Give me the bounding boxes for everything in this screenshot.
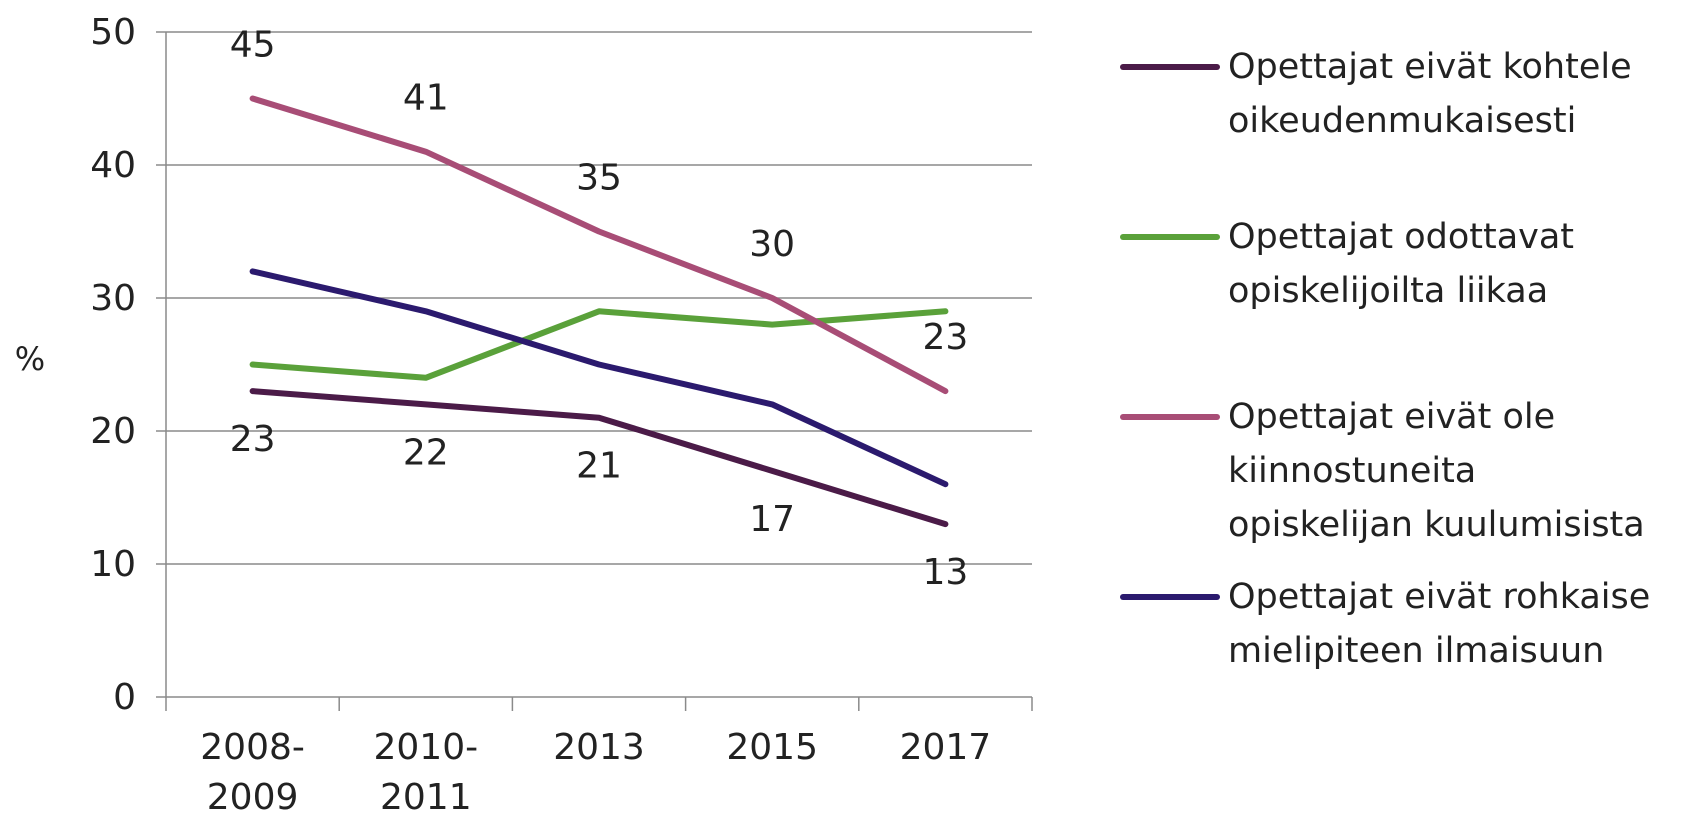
- legend-swatch: [1120, 594, 1220, 600]
- legend-label-line: Opettajat eivät kohtele: [1228, 47, 1632, 87]
- series-line-4: [249, 268, 949, 488]
- legend-label-line: Opettajat eivät rohkaise: [1228, 577, 1651, 617]
- y-tick-label: 10: [90, 544, 136, 585]
- x-tick-label: 2017: [900, 727, 992, 768]
- x-tick-label: 2008- 2009: [200, 727, 305, 818]
- legend-swatch: [1120, 234, 1220, 240]
- legend-label: Opettajat eivät rohkaise mielipiteen ilma…: [1228, 570, 1690, 678]
- legend-label-line: mielipiteen ilmaisuun: [1228, 631, 1605, 671]
- legend-label: Opettajat eivät ole kiinnostuneita opiskel…: [1228, 390, 1690, 552]
- legend-label-line: opiskelijoilta liikaa: [1228, 271, 1549, 311]
- data-label: 22: [403, 432, 449, 473]
- x-tick-label: 2010- 2011: [373, 727, 478, 818]
- y-tick-label: 50: [90, 12, 136, 53]
- x-tick-label-line: 2015: [726, 727, 818, 768]
- data-label: 41: [403, 78, 449, 119]
- gridlines: [166, 31, 1032, 565]
- y-axis-title: %: [15, 340, 45, 378]
- data-label: 30: [749, 224, 795, 265]
- legend-label-line: Opettajat eivät ole: [1228, 397, 1556, 437]
- x-tick-label-line: 2008-: [200, 727, 305, 768]
- data-label: 45: [230, 25, 276, 66]
- legend-swatch: [1120, 64, 1220, 70]
- y-tick-label: 40: [90, 145, 136, 186]
- x-tick-label: 2013: [553, 727, 645, 768]
- x-tick-label: 2015: [726, 727, 818, 768]
- data-label: 35: [576, 158, 622, 199]
- x-tick-label-line: 2011: [380, 777, 472, 818]
- y-tick-label: 20: [90, 411, 136, 452]
- legend-label-line: Opettajat odottavat: [1228, 217, 1575, 257]
- data-label: 23: [922, 317, 968, 358]
- y-tick-label: 0: [113, 677, 136, 718]
- axes: 0 10 20 30 40 50 2008- 2009 2010- 2011 2013 2015 201…: [15, 12, 1033, 818]
- data-labels: 23 22 21 17 13 45 41 35 30 23: [230, 25, 969, 594]
- legend-label-line: oikeudenmukaisesti: [1228, 101, 1577, 141]
- series-line-1: [249, 388, 949, 528]
- series-line-2: [249, 308, 949, 381]
- legend-label: Opettajat odottavat opiskelijoilta liikaa: [1228, 210, 1690, 318]
- y-tick-label: 30: [90, 278, 136, 319]
- x-tick-label-line: 2013: [553, 727, 645, 768]
- x-tick-label-line: 2010-: [373, 727, 478, 768]
- x-tick-label-line: 2017: [900, 727, 992, 768]
- legend-swatch: [1120, 414, 1220, 420]
- series-line-3: [249, 95, 949, 395]
- data-label: 13: [922, 552, 968, 593]
- legend-label: Opettajat eivät kohtele oikeudenmukaisest…: [1228, 40, 1690, 148]
- series-lines: [249, 95, 949, 528]
- x-tick-label-line: 2009: [207, 777, 299, 818]
- data-label: 17: [749, 499, 795, 540]
- data-label: 21: [576, 446, 622, 487]
- line-chart: 0 10 20 30 40 50 2008- 2009 2010- 2011 2013 2015 201…: [15, 12, 1033, 818]
- data-label: 23: [230, 419, 276, 460]
- legend-label-line: opiskelijan kuulumisista: [1228, 505, 1645, 545]
- legend-label-line: kiinnostuneita: [1228, 451, 1477, 491]
